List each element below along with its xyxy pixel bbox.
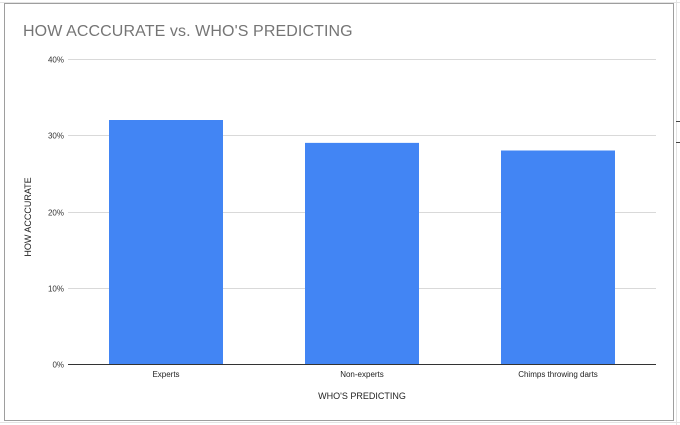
y-tick-label: 30%: [48, 132, 64, 141]
x-tick-label: Experts: [152, 370, 179, 379]
chart-title: HOW ACCCURATE vs. WHO'S PREDICTING: [23, 23, 353, 40]
x-tick-label: Chimps throwing darts: [518, 370, 598, 379]
bar-non-experts[interactable]: [305, 142, 419, 364]
y-tick-label: 40%: [48, 56, 64, 65]
x-tick-label: Non-experts: [340, 370, 384, 379]
bar-chimps-throwing-darts[interactable]: [501, 150, 615, 365]
y-tick-label: 0%: [52, 361, 64, 370]
y-tick-label: 20%: [48, 209, 64, 218]
y-tick-label: 10%: [48, 285, 64, 294]
bar-experts[interactable]: [109, 120, 223, 364]
y-axis-label: HOW ACCCURATE: [23, 177, 33, 256]
x-axis-label: WHO'S PREDICTING: [318, 391, 406, 401]
